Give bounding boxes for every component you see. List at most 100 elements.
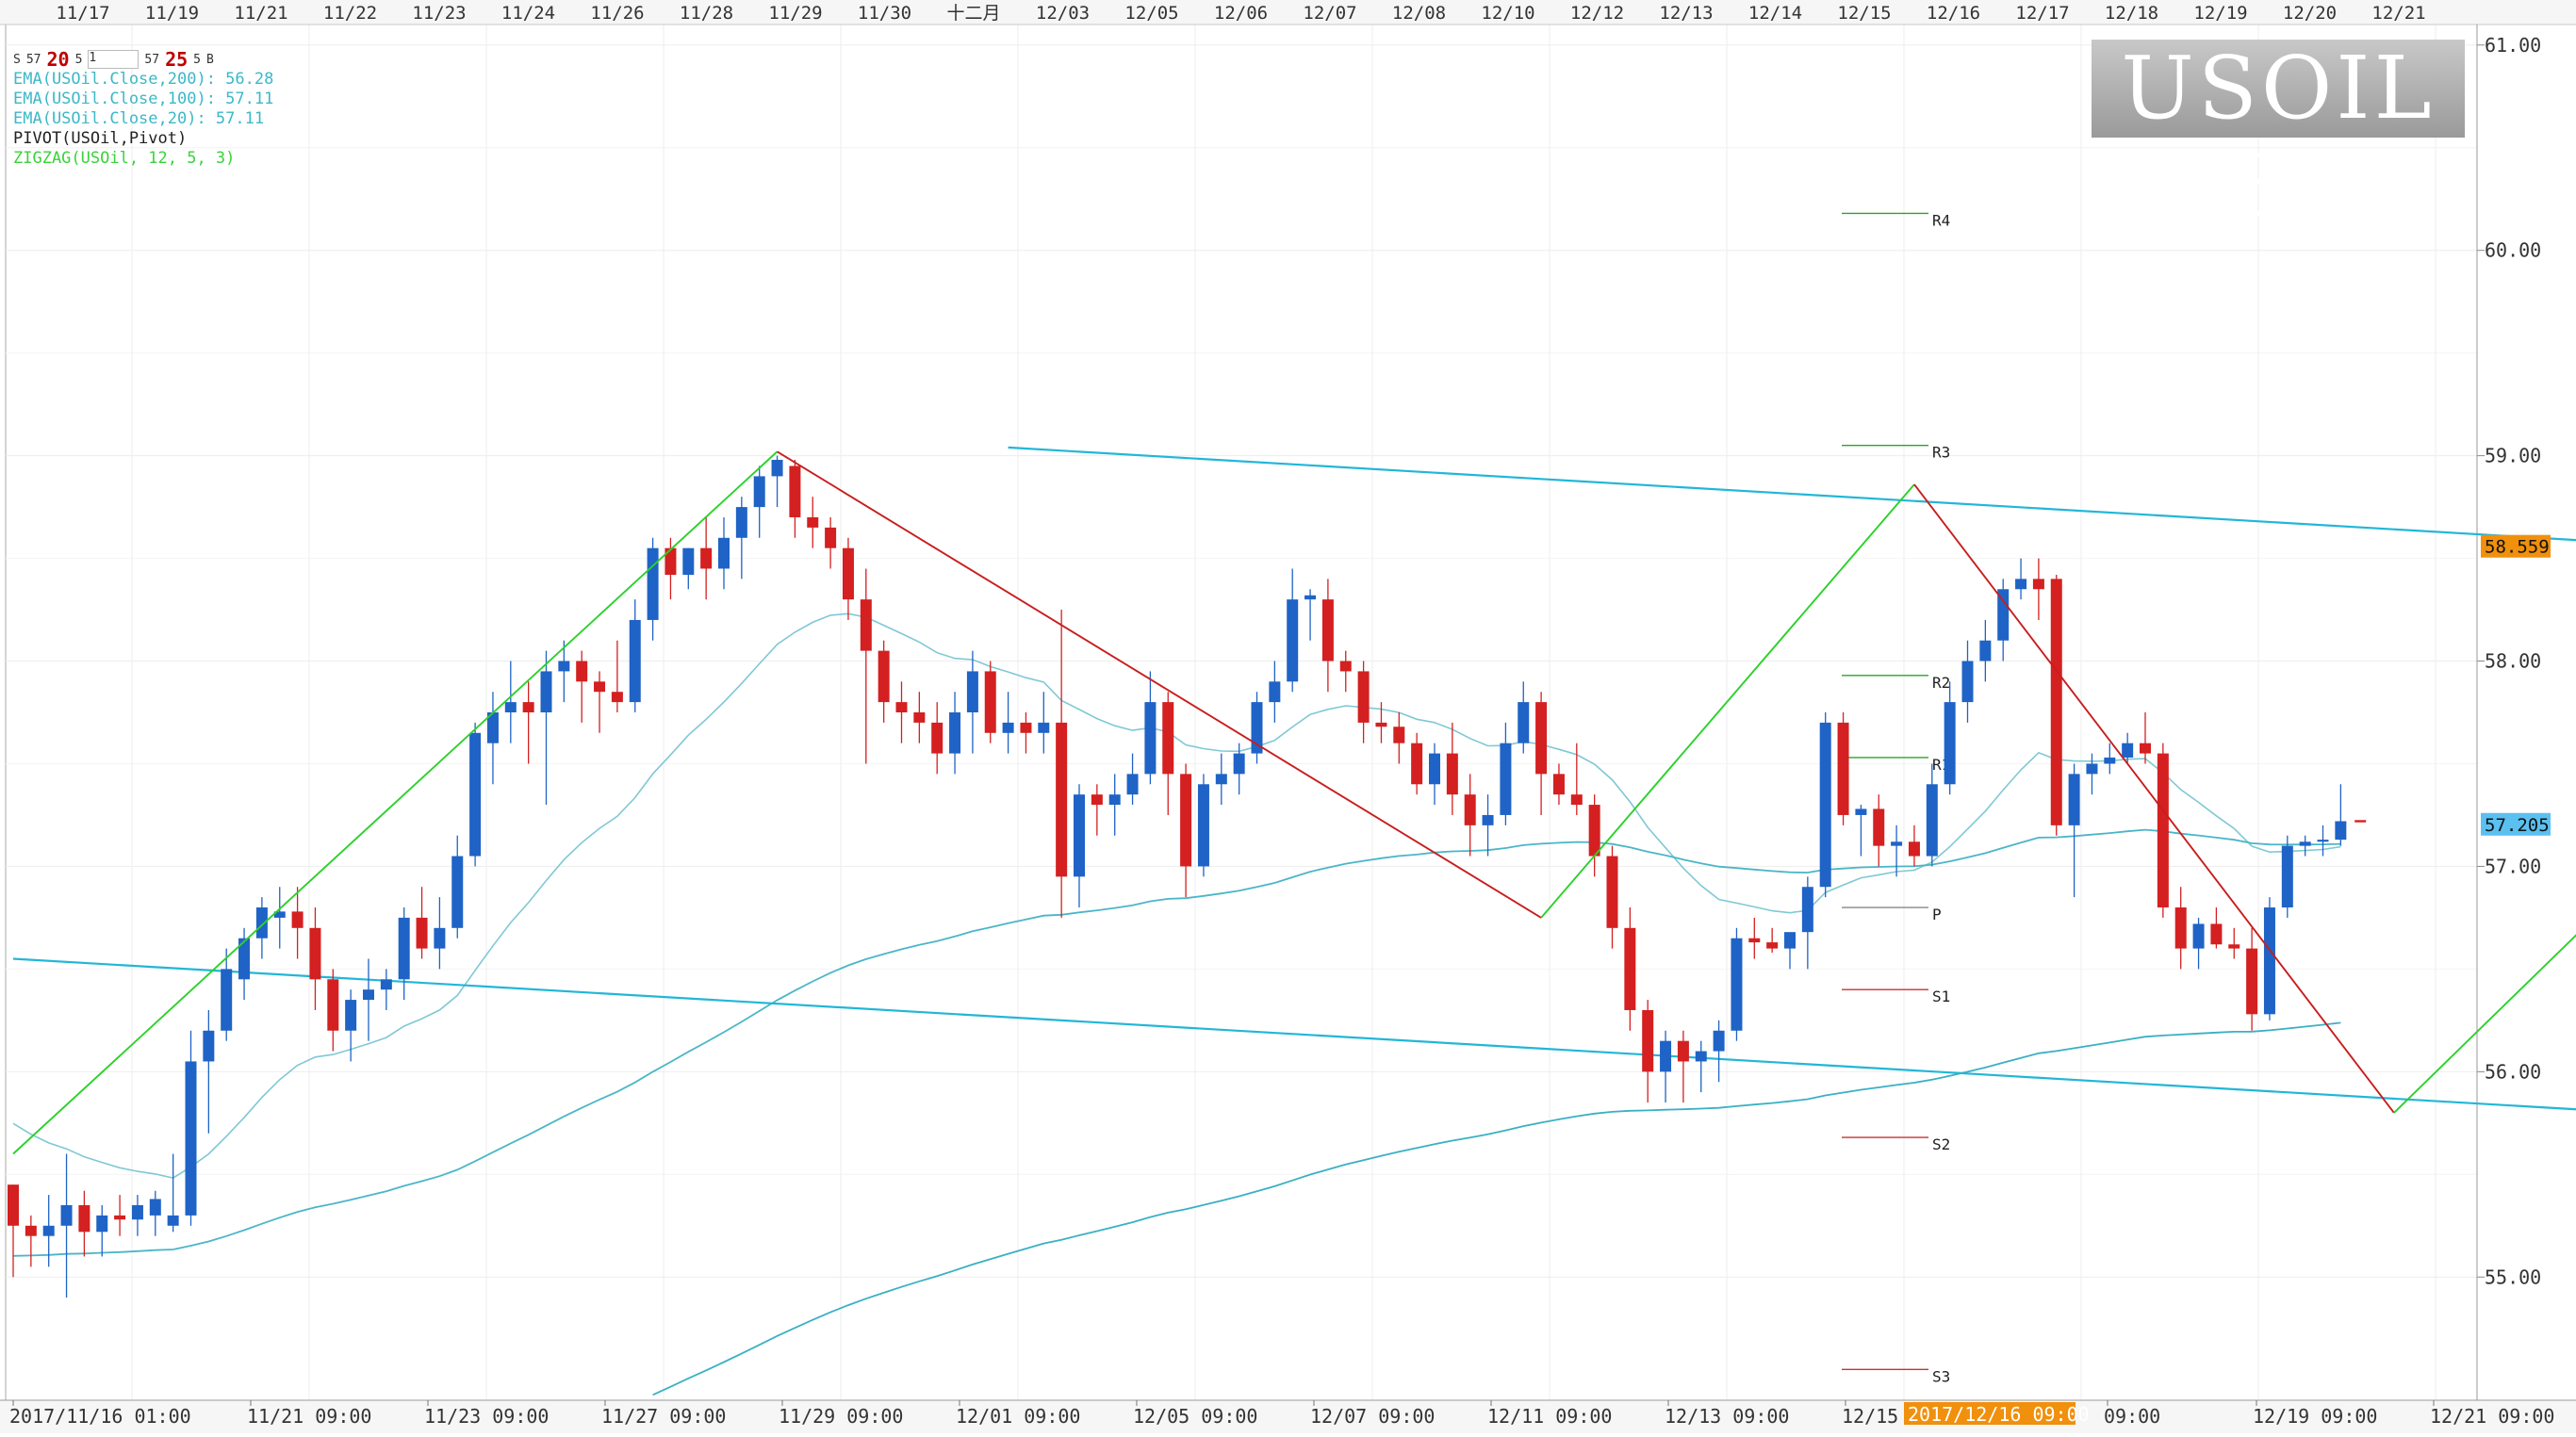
candle-body <box>647 547 659 620</box>
candle-body <box>1731 938 1743 1031</box>
candle-body <box>1375 722 1387 727</box>
candle-body <box>1624 927 1636 1010</box>
pivot-level-label: S2 <box>1932 1135 1950 1153</box>
candle-body <box>291 911 304 928</box>
x-tick-label: 12/13 09:00 <box>1665 1405 1789 1428</box>
candle-body <box>1108 794 1121 806</box>
candle-body <box>416 917 428 949</box>
y-tick-label: 56.00 <box>2485 1060 2541 1083</box>
buy-label[interactable]: B <box>205 52 214 67</box>
top-date-label: 12/19 <box>2193 3 2247 24</box>
candle-body <box>576 661 588 682</box>
legend-ema100: EMA(USOil.Close,100): 57.11 <box>13 90 274 108</box>
candle-body <box>398 917 410 980</box>
candle-body <box>1482 814 1494 825</box>
candle-body <box>1287 599 1299 682</box>
buy-price[interactable]: 25 <box>165 48 189 71</box>
top-date-label: 12/07 <box>1303 3 1356 24</box>
candle-body <box>434 927 446 949</box>
top-date-label: 12/21 <box>2371 3 2425 24</box>
y-tick-label: 61.00 <box>2485 34 2541 57</box>
top-date-label: 12/05 <box>1124 3 1178 24</box>
candle-body <box>594 681 606 693</box>
candle-body <box>1606 856 1618 928</box>
legend-zigzag: ZIGZAG(USOil, 12, 5, 3) <box>13 149 236 168</box>
candle-body <box>42 1225 55 1236</box>
candle-body <box>2335 821 2347 841</box>
top-date-label: 12/20 <box>2283 3 2337 24</box>
one-click-trade-strip[interactable]: S 57 20 5 1 57 25 5 B <box>13 48 214 71</box>
sell-price[interactable]: 20 <box>46 48 70 71</box>
candle-body <box>1855 808 1867 815</box>
top-date-label: 12/10 <box>1481 3 1534 24</box>
candle-body <box>1162 702 1174 775</box>
top-date-label: 12/12 <box>1570 3 1624 24</box>
x-tick-label: 11/23 09:00 <box>424 1405 549 1428</box>
candle-body <box>1926 784 1938 857</box>
zigzag-segment <box>1913 483 2395 1114</box>
bottom-axis-strip <box>0 1400 2576 1433</box>
candle-body <box>1552 774 1565 795</box>
candle-body <box>469 732 482 857</box>
top-date-label: 11/30 <box>858 3 911 24</box>
ema20-line <box>12 612 2341 1179</box>
candle-body <box>327 979 339 1031</box>
candle-body <box>380 979 392 990</box>
pivot-level-label: R2 <box>1932 674 1950 692</box>
candle-body <box>682 547 695 575</box>
candle-body <box>2210 923 2223 945</box>
candle-body <box>1535 702 1548 775</box>
candle-body <box>114 1215 126 1220</box>
candle-body <box>700 547 713 569</box>
x-tick-label: 12/07 09:00 <box>1310 1405 1435 1428</box>
candle-body <box>1074 794 1085 877</box>
candle-body <box>131 1204 143 1220</box>
pivot-level-label: S3 <box>1932 1367 1950 1385</box>
y-tick-label: 58.00 <box>2485 650 2541 673</box>
candle-body <box>789 465 801 517</box>
top-date-label: 12/06 <box>1214 3 1268 24</box>
candle-body <box>1321 599 1334 661</box>
candle-body <box>2228 944 2240 949</box>
sell-label[interactable]: S <box>13 52 21 67</box>
buy-small-price: 57 <box>144 52 160 67</box>
candle-body <box>2032 579 2044 590</box>
candle-body <box>2015 579 2027 590</box>
candle-body <box>860 599 872 651</box>
candle-body <box>1180 774 1192 867</box>
candle-body <box>1269 681 1281 703</box>
legend-pivot: PIVOT(USOil,Pivot) <box>13 129 188 148</box>
candle-body <box>718 537 730 569</box>
candle-body <box>2122 743 2134 758</box>
lot-input[interactable]: 1 <box>88 50 139 69</box>
candle-body <box>1144 702 1157 775</box>
candle-body <box>1518 702 1530 743</box>
candle-body <box>1038 722 1050 733</box>
legend-ema200: EMA(USOil.Close,200): 56.28 <box>13 70 274 89</box>
x-tick-label: 11/21 09:00 <box>247 1405 371 1428</box>
candle-body <box>2281 845 2293 908</box>
candle-body <box>1713 1030 1725 1052</box>
candle-body <box>203 1030 215 1062</box>
top-date-label: 11/17 <box>56 3 109 24</box>
x-tick-label: 11/27 09:00 <box>601 1405 726 1428</box>
candle-body <box>1748 938 1761 943</box>
sell-price-sup: 5 <box>74 52 83 67</box>
candle-body <box>1695 1051 1707 1062</box>
candle-body <box>1784 932 1796 949</box>
y-tick-label: 55.00 <box>2485 1266 2541 1288</box>
cursor-time-label: 2017/12/16 09:00 <box>1908 1403 2090 1426</box>
candle-body <box>1961 661 1974 703</box>
candle-body <box>1339 661 1352 672</box>
candle-body <box>1801 887 1813 933</box>
top-date-label: 12/13 <box>1659 3 1713 24</box>
candle-body <box>25 1225 37 1236</box>
candle-body <box>1570 794 1583 806</box>
candle-body <box>185 1061 197 1216</box>
ema200-line <box>652 1021 2341 1396</box>
candle-body <box>1056 722 1068 877</box>
candle-body <box>2317 840 2329 842</box>
candle-body <box>735 507 747 538</box>
